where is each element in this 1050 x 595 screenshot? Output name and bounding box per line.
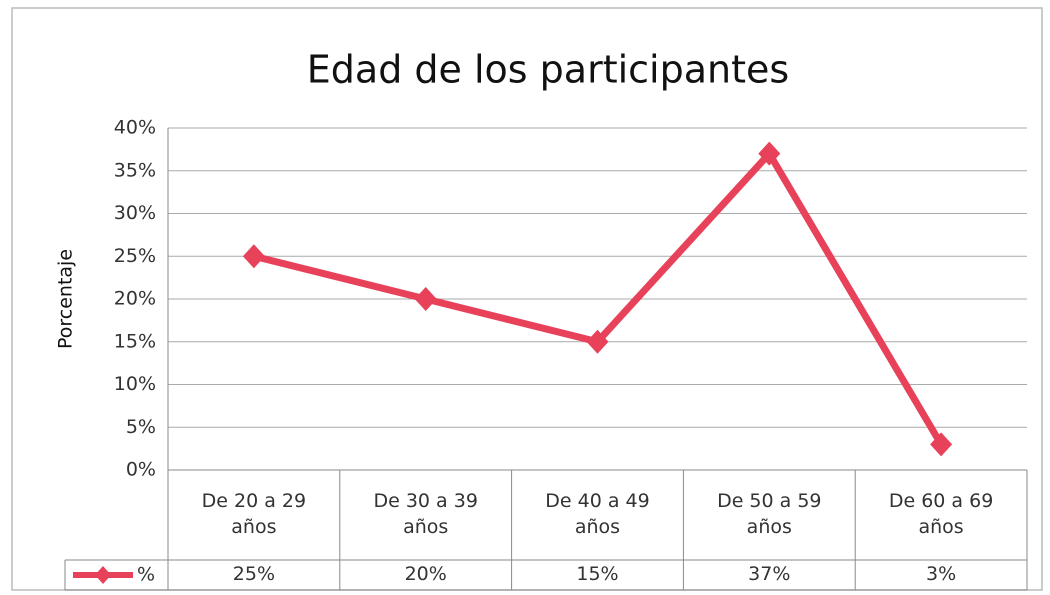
data-point bbox=[930, 432, 953, 457]
category-label: De 50 a 59 años bbox=[717, 490, 822, 538]
value-label: 3% bbox=[926, 563, 957, 586]
chart-title: Edad de los participantes bbox=[307, 48, 789, 92]
y-tick-label: 20% bbox=[114, 288, 156, 310]
y-tick-label: 0% bbox=[126, 459, 156, 481]
data-point bbox=[242, 244, 265, 269]
y-tick-label: 30% bbox=[114, 202, 156, 224]
value-label: 25% bbox=[232, 563, 276, 586]
y-tick-label: 15% bbox=[114, 330, 156, 352]
data-point bbox=[414, 287, 437, 311]
data-point bbox=[758, 141, 781, 166]
category-label: De 40 a 49 años bbox=[545, 490, 650, 538]
legend-marker bbox=[95, 566, 111, 584]
y-tick-label: 5% bbox=[126, 416, 156, 438]
y-axis-label: Porcentaje bbox=[55, 249, 77, 349]
category-label: De 60 a 69 años bbox=[888, 490, 994, 538]
y-tick-label: 35% bbox=[114, 159, 156, 181]
value-label: 20% bbox=[404, 563, 447, 586]
category-label: De 30 a 39 años bbox=[373, 490, 478, 538]
y-tick-label: 25% bbox=[114, 245, 156, 267]
y-tick-label: 10% bbox=[114, 373, 156, 395]
value-label: 15% bbox=[576, 563, 619, 586]
value-label: 37% bbox=[748, 563, 791, 586]
category-label: De 20 a 29 años bbox=[201, 490, 307, 538]
legend-label: % bbox=[137, 564, 155, 586]
data-point bbox=[586, 329, 609, 354]
y-tick-label: 40% bbox=[114, 117, 156, 139]
